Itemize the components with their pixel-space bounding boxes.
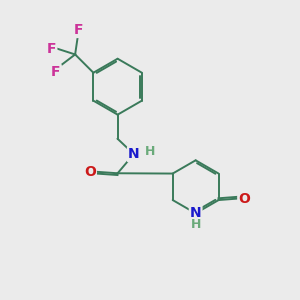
Text: O: O — [84, 165, 96, 179]
Text: H: H — [145, 145, 155, 158]
Text: F: F — [47, 42, 56, 56]
Text: N: N — [190, 206, 202, 220]
Text: N: N — [128, 147, 140, 161]
Text: H: H — [190, 218, 201, 231]
Text: O: O — [238, 192, 250, 206]
Text: F: F — [51, 65, 61, 79]
Text: F: F — [73, 23, 83, 37]
